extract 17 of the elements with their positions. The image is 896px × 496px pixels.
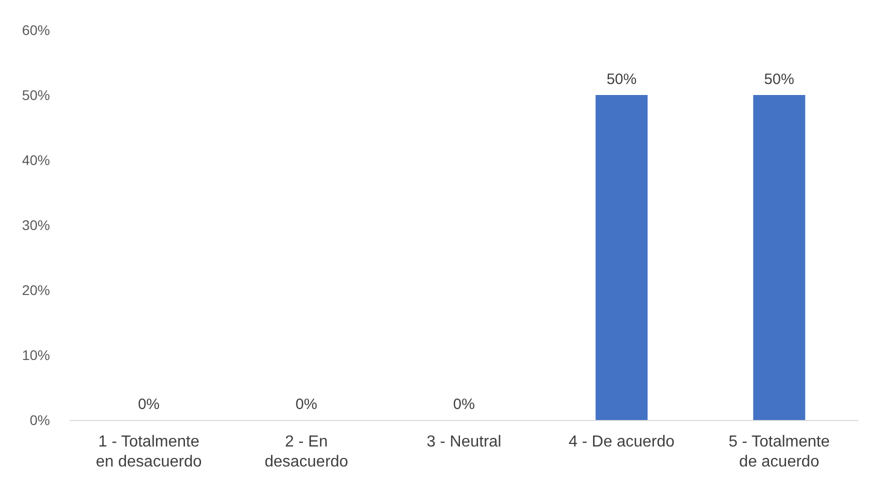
y-tick-label: 0% <box>30 412 50 428</box>
x-tick-label: 1 - Totalmente en desacuerdo <box>96 434 202 470</box>
data-label: 50% <box>606 71 637 88</box>
data-label: 0% <box>453 396 475 413</box>
data-label: 50% <box>764 71 794 88</box>
y-tick-label: 20% <box>22 282 50 298</box>
y-tick-label: 30% <box>22 217 50 233</box>
x-tick-label: 4 - De acuerdo <box>568 434 675 450</box>
y-tick-label: 10% <box>22 347 50 363</box>
data-label: 0% <box>296 396 318 413</box>
x-tick-label: 2 - En desacuerdo <box>264 434 348 470</box>
x-tick-label: 5 - Totalmente de acuerdo <box>728 434 830 470</box>
data-label: 0% <box>138 396 160 413</box>
x-tick-label: 3 - Neutral <box>426 434 502 450</box>
y-tick-label: 40% <box>22 152 50 168</box>
y-tick-label: 60% <box>22 22 50 38</box>
y-tick-label: 50% <box>22 87 50 103</box>
